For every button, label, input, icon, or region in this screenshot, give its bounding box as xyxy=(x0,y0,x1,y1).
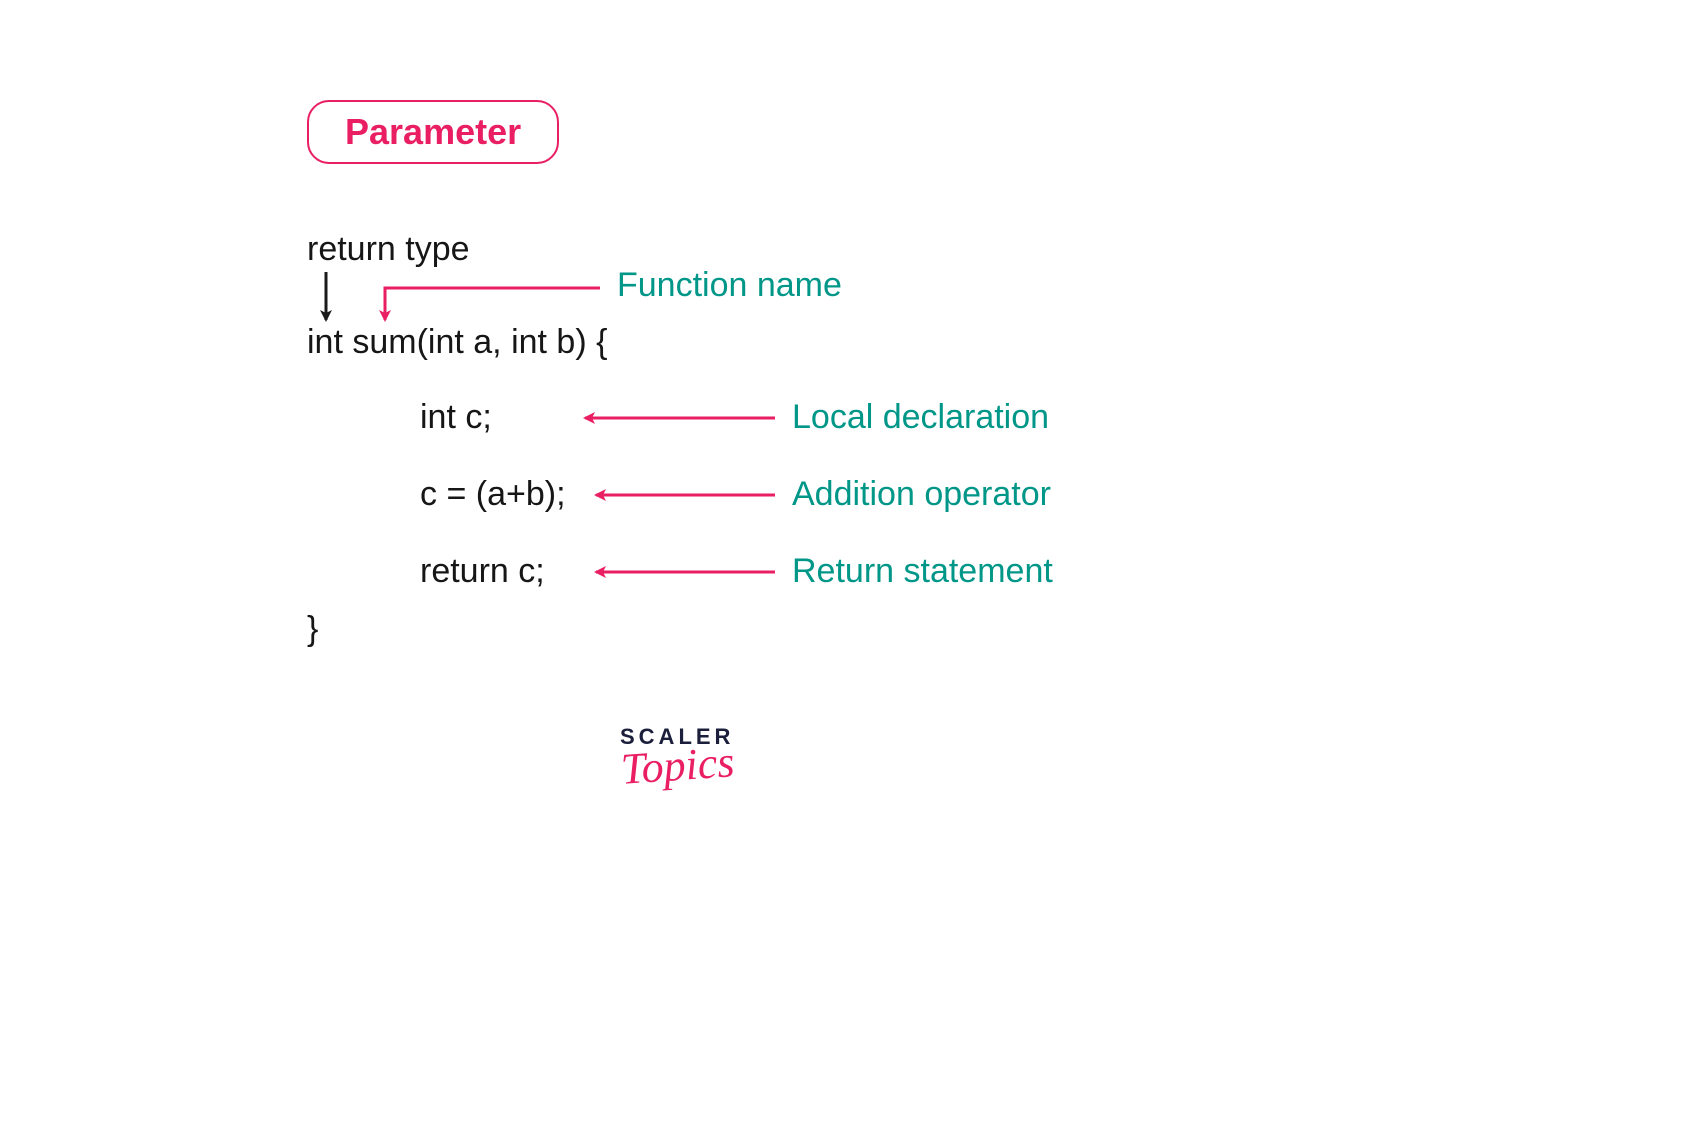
arrows-layer xyxy=(0,0,1701,1130)
footer-topics-text: Topics xyxy=(619,744,734,787)
diagram-stage: Parameter return type int sum(int a, int… xyxy=(0,0,1701,1130)
footer-brand: SCALER Topics xyxy=(620,724,734,789)
arrow-function-name xyxy=(385,288,600,320)
